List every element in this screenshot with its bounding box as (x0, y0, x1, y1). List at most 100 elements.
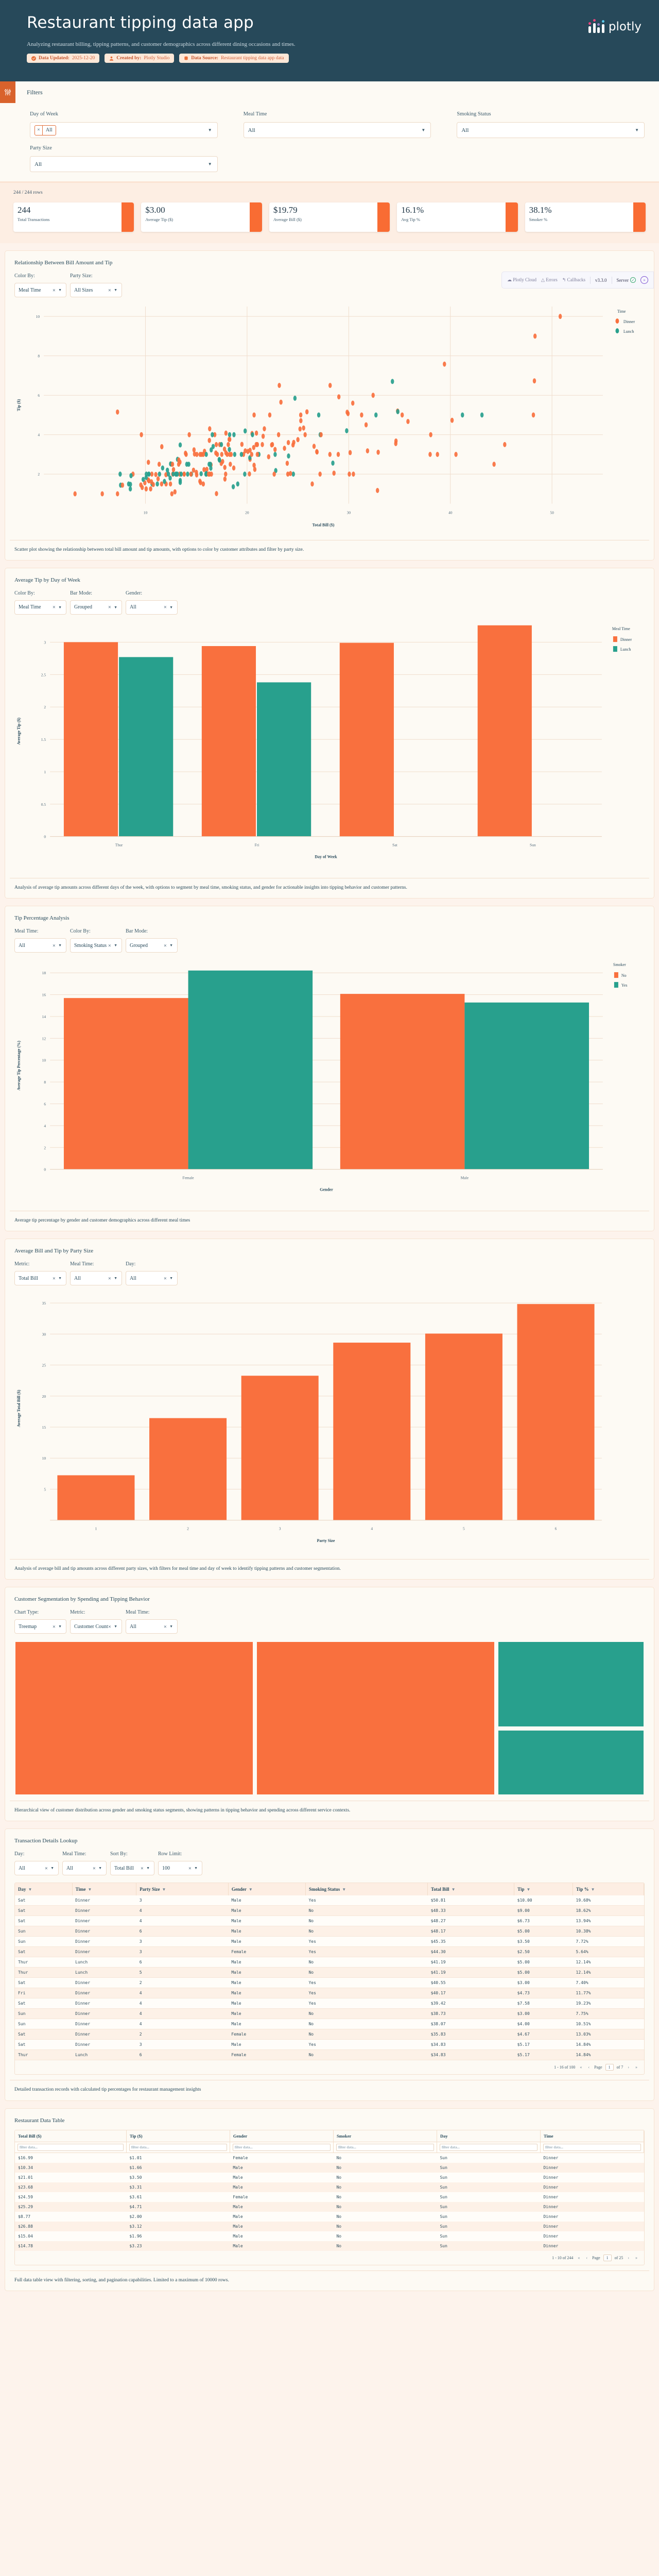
filter-icon[interactable]: ▼ (342, 1887, 346, 1892)
clear-icon[interactable]: ✕ (108, 287, 111, 293)
chevron-down-icon[interactable]: ▼ (169, 943, 173, 948)
table-row[interactable]: Sat Dinner 4 Male No $48.33 $9.00 18.62% (15, 1905, 644, 1916)
column-filter-input[interactable]: filter data... (543, 2143, 641, 2151)
table-row[interactable]: Sat Dinner 2 Male Yes $40.55 $3.00 7.40% (15, 1977, 644, 1988)
control-select[interactable]: All ✕ ▼ (14, 1861, 59, 1876)
last-page-button[interactable]: » (635, 2065, 637, 2070)
table-row[interactable]: Sat Dinner 3 Male Yes $50.81 $10.00 19.68% (15, 1895, 644, 1906)
filter-icon[interactable]: ▼ (591, 1887, 595, 1892)
clear-icon[interactable]: ✕ (52, 1624, 56, 1629)
filter-icon[interactable]: ▼ (162, 1887, 166, 1892)
table-row[interactable]: Sat Dinner 2 Female No $35.83 $4.67 13.03% (15, 2029, 644, 2040)
clear-icon[interactable]: ✕ (188, 1866, 192, 1871)
chevron-down-icon[interactable]: ▼ (58, 605, 62, 609)
table-column-header[interactable]: Total Bill ($) (15, 2130, 127, 2142)
scatter-plot[interactable]: 2 4 6 8 10 10 20 30 40 50 Total Bill ($) Tip ($) Tim… (10, 297, 649, 535)
control-select[interactable]: Grouped ✕ ▼ (70, 600, 122, 615)
chevron-down-icon[interactable]: ▼ (58, 943, 62, 948)
column-filter-cell[interactable]: filter data... (230, 2142, 334, 2153)
table-row[interactable]: Thur Lunch 6 Female No $34.83 $5.17 14.84% (15, 2049, 644, 2060)
chevron-down-icon[interactable]: ▼ (146, 1866, 150, 1871)
table-row[interactable]: $26.88 $3.12 Male No Sun Dinner (15, 2221, 644, 2231)
treemap-chart[interactable] (10, 1634, 649, 1796)
table-row[interactable]: $8.77 $2.00 Male No Sun Dinner (15, 2211, 644, 2222)
treemap-cell-male[interactable] (14, 1641, 254, 1796)
table-row[interactable]: Sun Dinner 4 Male No $38.07 $4.00 10.51% (15, 2019, 644, 2029)
table-row[interactable]: Sat Dinner 4 Male Yes $39.42 $7.58 19.23% (15, 1998, 644, 2009)
control-select[interactable]: Total Bill ✕ ▼ (110, 1861, 154, 1876)
control-select[interactable]: Treemap ✕ ▼ (14, 1619, 66, 1634)
table-row[interactable]: $21.01 $3.50 Male No Sun Dinner (15, 2172, 644, 2182)
last-page-button[interactable]: » (635, 2255, 637, 2260)
table-column-header[interactable]: Party Size ▼ (136, 1883, 229, 1896)
chevron-down-icon[interactable]: ▼ (169, 1624, 173, 1629)
clear-icon[interactable]: ✕ (52, 605, 56, 610)
chevron-down-icon[interactable]: ▼ (114, 943, 117, 948)
table-row[interactable]: $15.04 $1.96 Male No Sun Dinner (15, 2231, 644, 2241)
treemap-cell-no[interactable] (497, 1641, 645, 1728)
table-column-header[interactable]: Day ▼ (15, 1883, 73, 1896)
clear-icon[interactable]: ✕ (163, 1624, 167, 1629)
table-column-header[interactable]: Gender ▼ (228, 1883, 306, 1896)
chevron-down-icon[interactable]: ▼ (169, 605, 173, 609)
table-row[interactable]: Sat Dinner 3 Female Yes $44.30 $2.50 5.64% (15, 1946, 644, 1957)
table-column-header[interactable]: Gender (230, 2130, 334, 2142)
filter-icon[interactable]: ▼ (248, 1887, 253, 1892)
filter-icon[interactable]: ▼ (28, 1887, 32, 1892)
table-row[interactable]: Thur Lunch 6 Male No $41.19 $5.00 12.14% (15, 1957, 644, 1968)
chevron-down-icon[interactable]: ▼ (58, 1624, 62, 1629)
table-row[interactable]: $24.59 $3.61 Female No Sun Dinner (15, 2192, 644, 2202)
control-select[interactable]: All ✕ ▼ (62, 1861, 107, 1876)
clear-icon[interactable]: ✕ (140, 1866, 144, 1871)
filter-day-of-week-select[interactable]: ✕ All ▼ (30, 122, 218, 138)
chevron-down-icon[interactable]: ▼ (114, 605, 117, 609)
treemap-cell-female[interactable] (256, 1641, 496, 1796)
filter-smoking-status-select[interactable]: All ▼ (457, 122, 645, 138)
first-page-button[interactable]: « (580, 2065, 582, 2070)
clear-icon[interactable]: ✕ (108, 943, 111, 948)
chevron-down-icon[interactable]: ▼ (114, 1276, 117, 1281)
column-filter-input[interactable]: filter data... (232, 2143, 331, 2151)
table-row[interactable]: $14.78 $3.23 Male No Sun Dinner (15, 2241, 644, 2251)
control-select[interactable]: All Sizes ✕ ▼ (70, 283, 122, 297)
filter-meal-time-select[interactable]: All ▼ (243, 122, 431, 138)
clear-icon[interactable]: ✕ (44, 1866, 48, 1871)
errors-link[interactable]: △ Errors (541, 277, 558, 282)
clear-icon[interactable]: ✕ (52, 943, 56, 948)
chip-remove-icon[interactable]: ✕ (35, 125, 43, 135)
filter-icon[interactable]: ▼ (451, 1887, 456, 1892)
column-filter-cell[interactable]: filter data... (333, 2142, 437, 2153)
control-select[interactable]: All ✕ ▼ (126, 1619, 178, 1634)
clear-icon[interactable]: ✕ (108, 605, 111, 610)
chevron-down-icon[interactable]: ▼ (194, 1866, 198, 1871)
page-input[interactable]: 1 (605, 2064, 614, 2071)
clear-icon[interactable]: ✕ (52, 287, 56, 293)
control-select[interactable]: All ✕ ▼ (126, 600, 178, 615)
clear-icon[interactable]: ✕ (163, 943, 167, 948)
collapse-icon[interactable]: » (640, 276, 648, 284)
table-row[interactable]: Sun Dinner 4 Male No $38.73 $3.00 7.75% (15, 2008, 644, 2019)
chevron-down-icon[interactable]: ▼ (58, 1276, 62, 1281)
table-row[interactable]: $10.34 $1.66 Male No Sun Dinner (15, 2162, 644, 2173)
column-filter-input[interactable]: filter data... (336, 2143, 434, 2151)
control-select[interactable]: Customer Count ✕ ▼ (70, 1619, 122, 1634)
table-pagination[interactable]: 1 - 16 of 100 « ‹ Page 1 of 7 › » (15, 2060, 644, 2074)
column-filter-input[interactable]: filter data... (439, 2143, 537, 2151)
tip-by-day-chart[interactable]: 0 0.5 1 1.5 2 2.5 3 Thur Fri Sat Sun Day of Week Ave… (10, 615, 649, 873)
column-filter-cell[interactable]: filter data... (126, 2142, 230, 2153)
party-size-chart[interactable]: 5 10 15 20 25 30 35 1 2 3 4 5 6 Party Size Average Tot… (10, 1285, 649, 1554)
table-filter-row[interactable]: filter data... filter data... filter data.… (15, 2142, 644, 2153)
control-select[interactable]: Meal Time ✕ ▼ (14, 283, 66, 297)
clear-icon[interactable]: ✕ (92, 1866, 96, 1871)
dev-tools-pill[interactable]: ☁ Plotly Cloud △ Errors ↰ Callbacks v3.3… (501, 272, 654, 289)
chevron-down-icon[interactable]: ▼ (114, 1624, 117, 1629)
chevron-down-icon[interactable]: ▼ (635, 128, 639, 132)
chevron-down-icon[interactable]: ▼ (207, 128, 212, 132)
table-column-header[interactable]: Time ▼ (72, 1883, 137, 1896)
treemap-cell-yes[interactable] (497, 1730, 645, 1796)
control-select[interactable]: Total Bill ✕ ▼ (14, 1271, 66, 1286)
first-page-button[interactable]: « (578, 2255, 580, 2260)
table-column-header[interactable]: Time (540, 2130, 644, 2142)
chevron-down-icon[interactable]: ▼ (114, 288, 117, 292)
chevron-down-icon[interactable]: ▼ (207, 162, 212, 166)
